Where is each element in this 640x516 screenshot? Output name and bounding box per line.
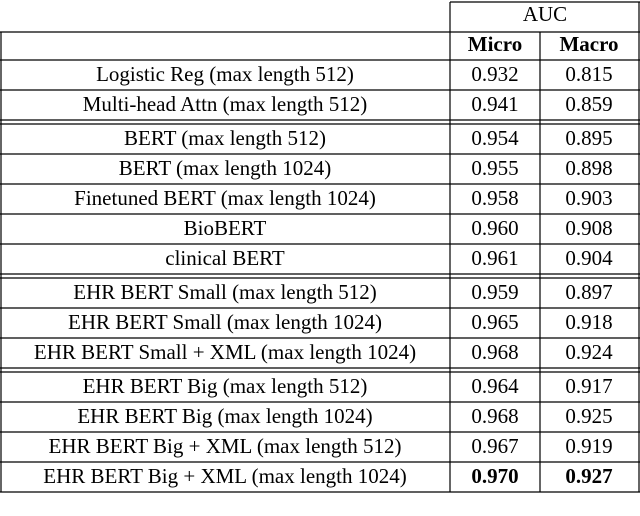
macro-auc: 0.924 xyxy=(565,340,613,364)
micro-auc: 0.932 xyxy=(471,62,518,86)
micro-auc: 0.968 xyxy=(471,340,518,364)
model-name: BERT (max length 512) xyxy=(124,126,326,150)
macro-auc: 0.815 xyxy=(565,62,612,86)
auc-header: AUC xyxy=(523,2,567,26)
model-name: BioBERT xyxy=(184,216,267,240)
micro-auc: 0.960 xyxy=(471,216,518,240)
macro-auc: 0.859 xyxy=(565,92,612,116)
model-name: EHR BERT Big (max length 1024) xyxy=(77,404,372,428)
macro-auc: 0.897 xyxy=(565,280,612,304)
model-name: Finetuned BERT (max length 1024) xyxy=(74,186,376,210)
macro-auc: 0.918 xyxy=(565,310,612,334)
micro-auc: 0.965 xyxy=(471,310,518,334)
model-name: EHR BERT Big + XML (max length 1024) xyxy=(43,464,406,488)
macro-auc: 0.898 xyxy=(565,156,612,180)
model-name: EHR BERT Big (max length 512) xyxy=(83,374,368,398)
model-name: clinical BERT xyxy=(165,246,285,270)
model-name: EHR BERT Small + XML (max length 1024) xyxy=(34,340,416,364)
micro-auc: 0.959 xyxy=(471,280,518,304)
macro-auc: 0.908 xyxy=(565,216,612,240)
micro-auc: 0.961 xyxy=(471,246,518,270)
micro-header: Micro xyxy=(468,32,522,56)
micro-auc: 0.967 xyxy=(471,434,518,458)
model-name: EHR BERT Small (max length 1024) xyxy=(68,310,382,334)
micro-auc: 0.964 xyxy=(471,374,519,398)
macro-auc: 0.925 xyxy=(565,404,612,428)
micro-auc: 0.958 xyxy=(471,186,518,210)
micro-auc: 0.968 xyxy=(471,404,518,428)
macro-auc: 0.917 xyxy=(565,374,612,398)
macro-auc: 0.927 xyxy=(565,464,612,488)
micro-auc: 0.955 xyxy=(471,156,518,180)
macro-auc: 0.895 xyxy=(565,126,612,150)
macro-auc: 0.904 xyxy=(565,246,613,270)
micro-auc: 0.954 xyxy=(471,126,519,150)
model-name: BERT (max length 1024) xyxy=(119,156,331,180)
model-name: Multi-head Attn (max length 512) xyxy=(83,92,368,116)
model-name: EHR BERT Small (max length 512) xyxy=(73,280,376,304)
model-name: Logistic Reg (max length 512) xyxy=(96,62,354,86)
micro-auc: 0.941 xyxy=(471,92,518,116)
macro-auc: 0.903 xyxy=(565,186,612,210)
macro-header: Macro xyxy=(559,32,618,56)
micro-auc: 0.970 xyxy=(471,464,518,488)
macro-auc: 0.919 xyxy=(565,434,612,458)
model-name: EHR BERT Big + XML (max length 512) xyxy=(49,434,402,458)
